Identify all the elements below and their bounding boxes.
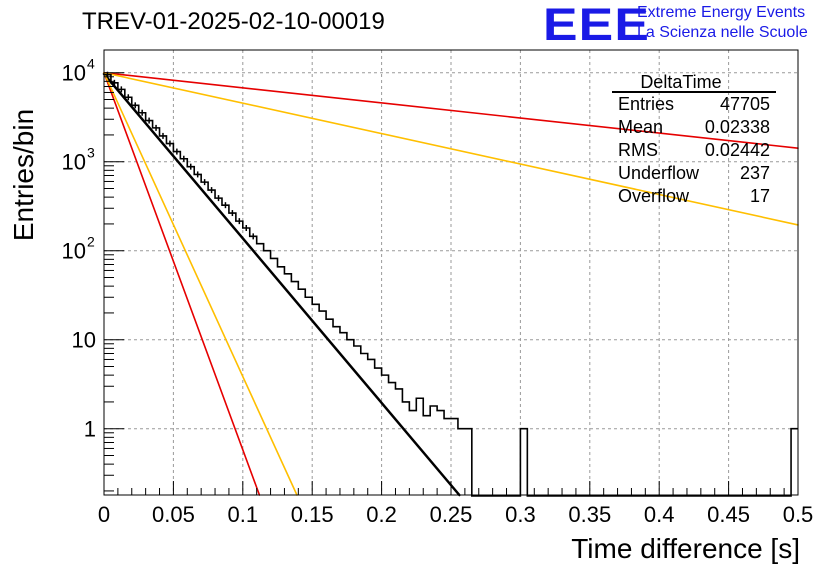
histogram-bin <box>257 244 264 496</box>
histogram-bin <box>160 136 167 496</box>
stats-row-label: Overflow <box>618 186 690 206</box>
histogram-bin <box>520 429 527 496</box>
histogram-bin <box>166 144 173 496</box>
histogram-bin <box>409 411 416 496</box>
y-tick-label: 10 <box>72 328 96 353</box>
histogram-bin <box>243 228 250 496</box>
canvas-title: TREV-01-2025-02-10-00019 <box>82 8 385 35</box>
y-axis-label: Entries/bin <box>8 108 39 242</box>
x-tick-label: 0.15 <box>291 502 334 527</box>
x-tick-label: 0.4 <box>644 502 675 527</box>
x-tick-label: 0.35 <box>568 502 611 527</box>
stats-row-value: 17 <box>750 186 770 206</box>
histogram-bin <box>111 83 118 496</box>
stats-row-value: 0.02338 <box>705 117 770 137</box>
y-tick-label: 10 <box>62 239 86 264</box>
histogram-bin <box>395 389 402 496</box>
histogram-bin <box>791 429 798 496</box>
x-tick-label: 0 <box>98 502 110 527</box>
x-tick-label: 0.05 <box>152 502 195 527</box>
y-tick-exponent: 3 <box>87 145 95 161</box>
fit-line <box>103 71 799 226</box>
fit-line <box>103 71 799 149</box>
histogram-bin <box>312 304 319 496</box>
fit-line <box>103 71 261 496</box>
histogram-bin <box>125 97 132 496</box>
histogram-bin <box>173 152 180 496</box>
histogram-bin <box>298 289 305 496</box>
stats-row-label: RMS <box>618 140 658 160</box>
histogram-bin <box>375 368 382 496</box>
x-tick-label: 0.3 <box>505 502 536 527</box>
x-axis-label: Time difference [s] <box>571 533 800 564</box>
histogram-bin <box>180 159 187 496</box>
histogram-bin <box>271 258 278 496</box>
stats-row-value: 237 <box>740 163 770 183</box>
histogram-bin <box>319 311 326 496</box>
histogram-bin <box>451 419 458 496</box>
histogram-bin <box>236 221 243 496</box>
histogram-bin <box>291 282 298 496</box>
x-tick-label: 0.25 <box>430 502 473 527</box>
stats-row-label: Mean <box>618 117 663 137</box>
histogram-bin <box>222 205 229 496</box>
x-tick-label: 0.45 <box>707 502 750 527</box>
stats-row-value: 0.02442 <box>705 140 770 160</box>
logo-line-1: Extreme Energy Events <box>637 4 806 21</box>
histogram-bin <box>361 354 368 496</box>
histogram-bin <box>215 198 222 496</box>
histogram-bin <box>430 406 437 496</box>
stats-title: DeltaTime <box>640 72 721 92</box>
fit-line <box>102 72 461 497</box>
y-tick-exponent: 4 <box>87 56 95 72</box>
histogram-bin <box>382 375 389 496</box>
y-tick-label: 1 <box>84 417 96 442</box>
histogram-bars <box>104 71 798 497</box>
x-tick-label: 0.5 <box>783 502 814 527</box>
stats-row-label: Entries <box>618 94 674 114</box>
histogram-bin <box>368 359 375 496</box>
stats-row-value: 47705 <box>720 94 770 114</box>
histogram-outline <box>104 73 798 497</box>
histogram-bin <box>465 429 472 496</box>
grid <box>104 50 798 495</box>
histogram-bin <box>187 167 194 496</box>
histogram-bin <box>118 89 125 496</box>
y-tick-exponent: 2 <box>87 234 95 250</box>
eee-logo: EEE <box>543 0 651 50</box>
histogram-bin <box>354 346 361 496</box>
histogram-bin <box>402 402 409 496</box>
logo-line-2: La Scienza nelle Scuole <box>637 24 808 41</box>
axis-ticks: 0 0.05 0.1 0.15 0.2 0.25 0.3 0.35 0.4 0.45 0.5 1 10 1… <box>62 56 814 527</box>
histogram-bin <box>305 297 312 496</box>
histogram-bin <box>250 236 257 496</box>
histogram-bin <box>458 429 465 496</box>
fit-lines <box>102 71 799 497</box>
histogram-bin <box>208 190 215 496</box>
x-tick-label: 0.1 <box>228 502 259 527</box>
x-tick-label: 0.2 <box>366 502 397 527</box>
histogram-bin <box>284 274 291 496</box>
histogram-bin <box>389 383 396 496</box>
y-tick-label: 10 <box>62 61 86 86</box>
fit-line <box>103 71 298 496</box>
histogram-bin <box>437 411 444 496</box>
stats-row-label: Underflow <box>618 163 700 183</box>
y-tick-label: 10 <box>62 150 86 175</box>
histogram-bin <box>264 251 271 496</box>
